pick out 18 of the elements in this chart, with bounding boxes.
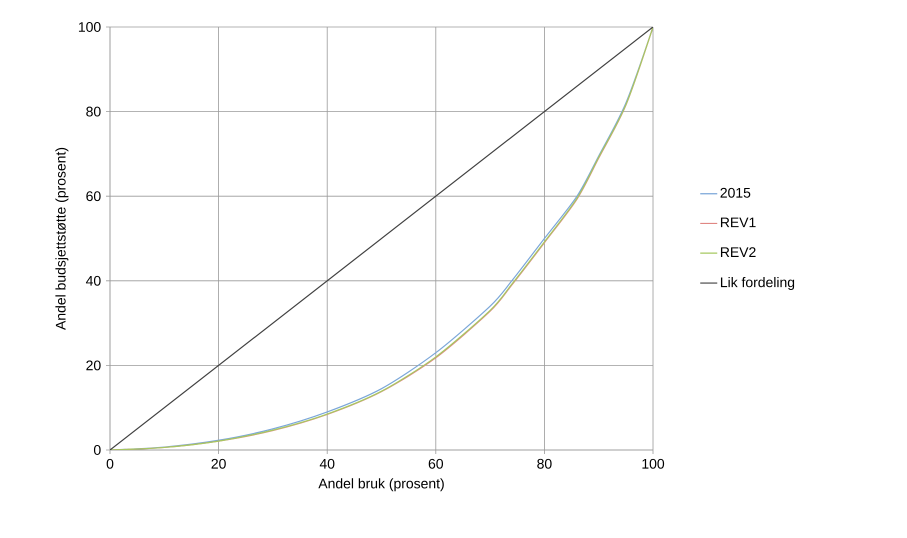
legend-label: 2015 <box>720 188 750 198</box>
x-axis-title: Andel bruk (prosent) <box>318 478 444 492</box>
x-tick-label: 20 <box>212 458 226 469</box>
y-tick-label: 80 <box>86 106 101 117</box>
x-tick-label: 60 <box>428 458 444 469</box>
x-tick-label: 40 <box>320 458 334 469</box>
y-tick-label: 20 <box>86 360 101 370</box>
x-tick-label: 80 <box>537 458 552 469</box>
legend-label: Lik fordeling <box>720 276 794 290</box>
y-tick-label: 100 <box>78 22 101 32</box>
x-tick-label: 0 <box>106 458 114 469</box>
legend-label: REV1 <box>720 218 756 228</box>
y-tick-label: 0 <box>94 445 101 455</box>
x-tick-label: 100 <box>642 458 664 469</box>
legend-label: REV2 <box>720 247 756 257</box>
y-axis-title: Andel budsjettstøtte (prosent) <box>55 148 68 330</box>
y-tick-label: 40 <box>86 276 101 286</box>
y-tick-label: 60 <box>86 191 101 202</box>
